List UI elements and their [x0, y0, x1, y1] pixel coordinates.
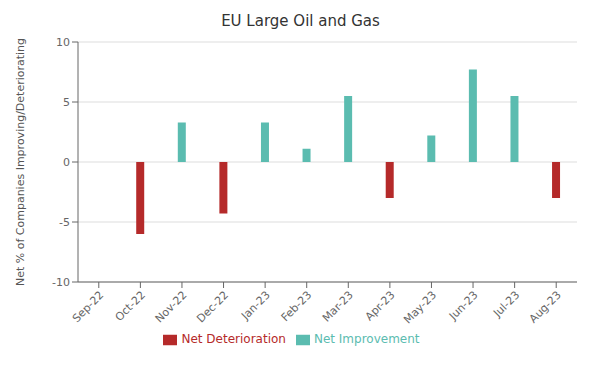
svg-text:May-23: May-23 [401, 288, 439, 326]
svg-text:-5: -5 [59, 216, 70, 229]
html-text:EU Large Oil and Gas: EU Large Oil and Gas [221, 12, 380, 30]
svg-text:Apr-23: Apr-23 [363, 288, 398, 323]
svg-text:10: 10 [56, 36, 70, 49]
svg-text:Nov-22: Nov-22 [153, 288, 190, 325]
html-text:Net Improvement: Net Improvement [313, 332, 420, 346]
html-text:Net Deterioration: Net Deterioration [181, 332, 286, 346]
svg-text:Net % of Companies Improving/D: Net % of Companies Improving/Deteriorati… [14, 38, 27, 286]
svg-text:Dec-22: Dec-22 [194, 288, 231, 325]
svg-text:Oct-22: Oct-22 [113, 288, 148, 323]
svg-text:Feb-23: Feb-23 [279, 288, 315, 324]
svg-text:0: 0 [63, 156, 70, 169]
svg-text:5: 5 [63, 96, 70, 109]
svg-text:Jan-23: Jan-23 [238, 288, 273, 323]
svg-text:Aug-23: Aug-23 [527, 288, 564, 325]
svg-text:Sep-22: Sep-22 [70, 288, 107, 325]
svg-text:Mar-23: Mar-23 [320, 288, 356, 324]
svg-text:-10: -10 [52, 276, 70, 289]
svg-text:Jul-23: Jul-23 [490, 288, 522, 320]
svg-text:Jun-23: Jun-23 [446, 288, 481, 323]
